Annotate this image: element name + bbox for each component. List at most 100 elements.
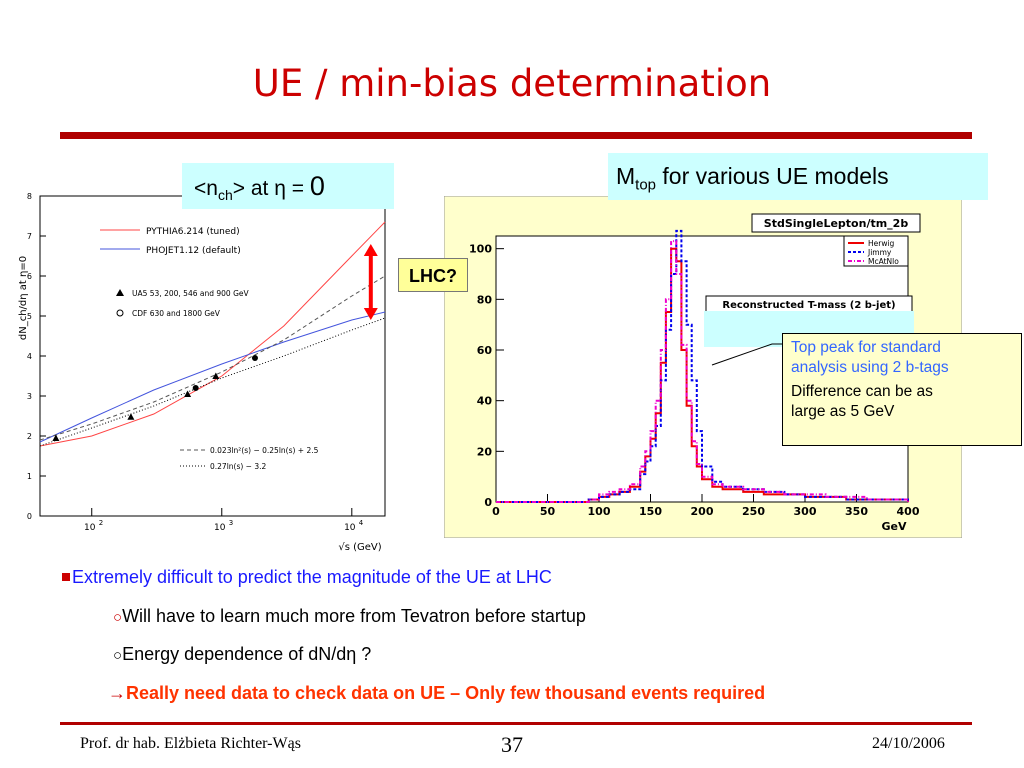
left-legend: PYTHIA6.214 (tuned) PHOJET1.12 (default)… <box>100 227 319 471</box>
right-x-tick-label: 0 <box>492 505 500 518</box>
legend-pythia: PYTHIA6.214 (tuned) <box>146 227 240 237</box>
legend-mcatnlo: McAtNlo <box>868 257 899 266</box>
left-series-3 <box>39 317 386 447</box>
circle-bullet-icon: ○ <box>113 647 123 664</box>
footer-page-number: 37 <box>501 732 523 757</box>
right-series-lines <box>496 229 909 503</box>
right-x-tick-label: 350 <box>845 505 868 518</box>
left-y-ticks: 0 1 2 3 4 5 6 7 8 <box>27 192 46 521</box>
arrow-head-up <box>363 244 378 256</box>
left-y-tick-label: 5 <box>27 312 32 321</box>
right-y-tick-label: 40 <box>477 395 493 408</box>
right-y-tick-label: 20 <box>477 445 493 458</box>
left-x-tick-label: 10 <box>344 523 356 533</box>
left-x-axis-label: √s (GeV) <box>338 542 381 553</box>
cdf-point <box>251 355 258 361</box>
left-y-tick-label: 0 <box>27 512 32 521</box>
mtop-main: M <box>616 163 636 189</box>
left-x-tick-label: 10 <box>214 523 226 533</box>
bullet-1: Extremely difficult to predict the magni… <box>62 567 552 588</box>
square-bullet-icon <box>62 573 70 581</box>
left-x-ticks: 10 2 10 3 10 4 <box>84 508 364 533</box>
right-x-tick-label: 250 <box>742 505 765 518</box>
left-x-tick-label: 10 <box>84 523 96 533</box>
peak-line2: analysis using 2 b-tags <box>791 359 949 376</box>
bullet-3-text: Energy dependence of dN/dη ? <box>122 644 372 664</box>
bullet-1-text: Extremely difficult to predict the magni… <box>72 567 552 587</box>
ua5-point <box>127 413 135 420</box>
bullet-4-text: Really need data to check data on UE – O… <box>126 683 766 703</box>
right-x-tick-label: 400 <box>897 505 920 518</box>
bullet-2-text: Will have to learn much more from Tevatr… <box>122 606 586 626</box>
legend-fit2: 0.27ln(s) − 3.2 <box>210 462 267 471</box>
peak-callout: Top peak for standard analysis using 2 b… <box>782 333 1022 446</box>
left-x-tick-exponent: 3 <box>229 519 233 527</box>
legend-phojet: PHOJET1.12 (default) <box>146 246 241 256</box>
mtop-rest: for various UE models <box>656 163 889 189</box>
left-y-tick-label: 7 <box>27 232 32 241</box>
left-y-tick-label: 6 <box>27 272 32 281</box>
diff-line2: large as 5 GeV <box>791 403 895 420</box>
lhc-spread-arrow <box>363 244 378 320</box>
right-y-tick-label: 80 <box>477 293 493 306</box>
left-y-axis-label: dN_ch/dη at η=0 <box>18 256 29 340</box>
nch-zero: 0 <box>309 171 325 201</box>
bottom-divider <box>60 722 972 725</box>
mtop-callout: Mtop for various UE models <box>608 153 988 200</box>
peak-pointer-line <box>711 343 786 366</box>
left-x-tick-exponent: 2 <box>99 519 103 527</box>
left-series-1 <box>39 311 386 443</box>
left-series-2 <box>39 275 386 441</box>
left-y-tick-label: 4 <box>27 352 32 361</box>
mtop-sub: top <box>635 176 657 194</box>
right-y-tick-label: 60 <box>477 344 493 357</box>
right-x-tick-label: 100 <box>588 505 611 518</box>
left-y-tick-label: 1 <box>27 472 32 481</box>
slide-title: UE / min-bias determination <box>252 62 772 105</box>
left-plot-area <box>39 195 386 517</box>
lhc-label: LHC? <box>398 258 468 292</box>
nch-energy-chart: 0 1 2 3 4 5 6 7 8 10 2 10 3 10 4 PYTHIA6.214 (tuned) … <box>18 192 386 553</box>
right-chart-subtitle: Reconstructed T-mass (2 b-jet) <box>722 300 895 311</box>
right-x-ticks: 0 50 100 150 200 250 300 350 400 <box>492 494 920 518</box>
left-data-points <box>52 355 258 441</box>
right-x-axis-label: GeV <box>881 520 906 533</box>
cdf-point <box>192 385 199 391</box>
right-x-tick-label: 200 <box>691 505 714 518</box>
arrow-head-down <box>363 308 378 320</box>
legend-herwig: Herwig <box>868 239 895 248</box>
left-y-tick-label: 8 <box>27 192 32 201</box>
left-series-lines <box>39 221 386 447</box>
left-x-tick-exponent: 4 <box>359 519 364 527</box>
peak-line1: Top peak for standard <box>791 339 941 356</box>
footer-date: 24/10/2006 <box>872 735 945 752</box>
right-x-tick-label: 150 <box>639 505 662 518</box>
right-series-mcatnlo <box>496 240 909 503</box>
right-x-tick-label: 50 <box>540 505 556 518</box>
legend-jimmy: Jimmy <box>867 248 892 257</box>
legend-ua5: UA5 53, 200, 546 and 900 GeV <box>132 289 249 298</box>
arrow-right-icon: → <box>108 683 126 703</box>
ua5-point <box>52 434 60 441</box>
bullet-3: ○Energy dependence of dN/dη ? <box>113 644 371 665</box>
top-mass-chart: StdSingleLepton/tm_2b Reconstructed T-ma… <box>444 196 962 538</box>
left-y-tick-label: 3 <box>27 392 32 401</box>
diff-line1: Difference can be as <box>791 383 933 400</box>
nch-callout: <nch> at η = 0 <box>182 163 394 209</box>
circle-bullet-icon: ○ <box>113 609 123 626</box>
nch-sub: ch <box>217 187 233 204</box>
right-title-box <box>751 213 921 233</box>
right-y-tick-label: 100 <box>469 243 492 256</box>
bullet-4: →Really need data to check data on UE – … <box>108 683 765 704</box>
ua5-point <box>184 390 192 397</box>
left-series-0 <box>39 221 386 447</box>
nch-prefix: <n <box>194 177 218 200</box>
nch-mid: > at η = <box>232 177 310 200</box>
legend-cdf: CDF 630 and 1800 GeV <box>132 309 221 318</box>
ua5-point <box>212 372 220 379</box>
legend-fit1: 0.023ln²(s) − 0.25ln(s) + 2.5 <box>210 446 319 455</box>
bullet-2: ○Will have to learn much more from Tevat… <box>113 606 586 627</box>
right-chart-title: StdSingleLepton/tm_2b <box>764 217 909 230</box>
right-y-ticks: 0 20 40 60 80 100 <box>469 243 504 509</box>
right-y-tick-label: 0 <box>484 496 492 509</box>
